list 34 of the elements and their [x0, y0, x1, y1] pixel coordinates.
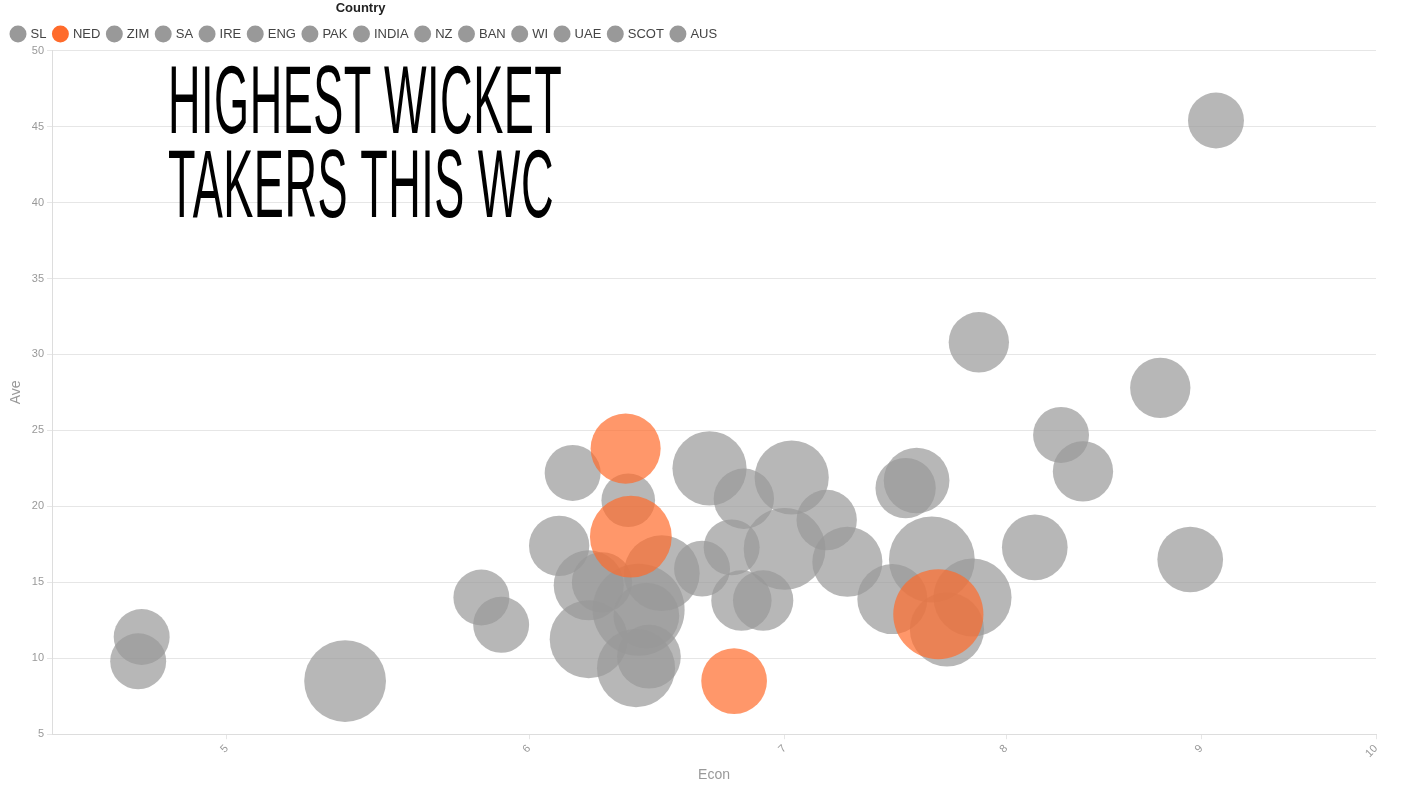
- legend-label: IRE: [219, 25, 242, 41]
- y-tick-label: 40: [31, 195, 45, 208]
- legend-label: AUS: [690, 25, 718, 41]
- legend-label: INDIA: [373, 25, 409, 41]
- y-tick-label: 45: [31, 119, 45, 132]
- x-tick-label: 8: [996, 741, 1010, 755]
- legend-label: ZIM: [126, 25, 150, 41]
- y-tick-label: 20: [31, 499, 45, 512]
- legend-label: SCOT: [627, 25, 664, 41]
- chart-title: HIGHEST WICKET TAKERS THIS WC: [168, 46, 563, 237]
- y-tick-label: 30: [31, 347, 45, 360]
- legend-label: SA: [175, 25, 194, 41]
- legend-label: NZ: [435, 25, 453, 41]
- y-tick-label: 35: [31, 271, 45, 284]
- legend-label: PAK: [322, 25, 348, 41]
- x-tick-label: 5: [217, 741, 231, 755]
- y-tick-label: 5: [37, 727, 45, 740]
- x-tick-label: 6: [519, 741, 533, 755]
- legend-label: ENG: [267, 25, 296, 41]
- y-tick-label: 15: [31, 575, 45, 588]
- legend-label: NED: [72, 25, 101, 41]
- legend-title: Country: [335, 0, 387, 16]
- y-axis-title: Ave: [7, 380, 24, 405]
- legend-label: SL: [30, 25, 47, 41]
- y-tick-label: 50: [31, 43, 45, 56]
- legend-label: WI: [532, 25, 549, 41]
- x-tick-label: 7: [775, 741, 789, 755]
- x-tick-label: 10: [1362, 741, 1380, 760]
- y-tick-label: 10: [31, 651, 45, 664]
- legend-label: UAE: [574, 25, 602, 41]
- y-tick-label: 25: [31, 423, 45, 436]
- legend-label: BAN: [478, 25, 506, 41]
- x-axis-title: Econ: [698, 766, 730, 783]
- x-tick-label: 9: [1192, 741, 1205, 755]
